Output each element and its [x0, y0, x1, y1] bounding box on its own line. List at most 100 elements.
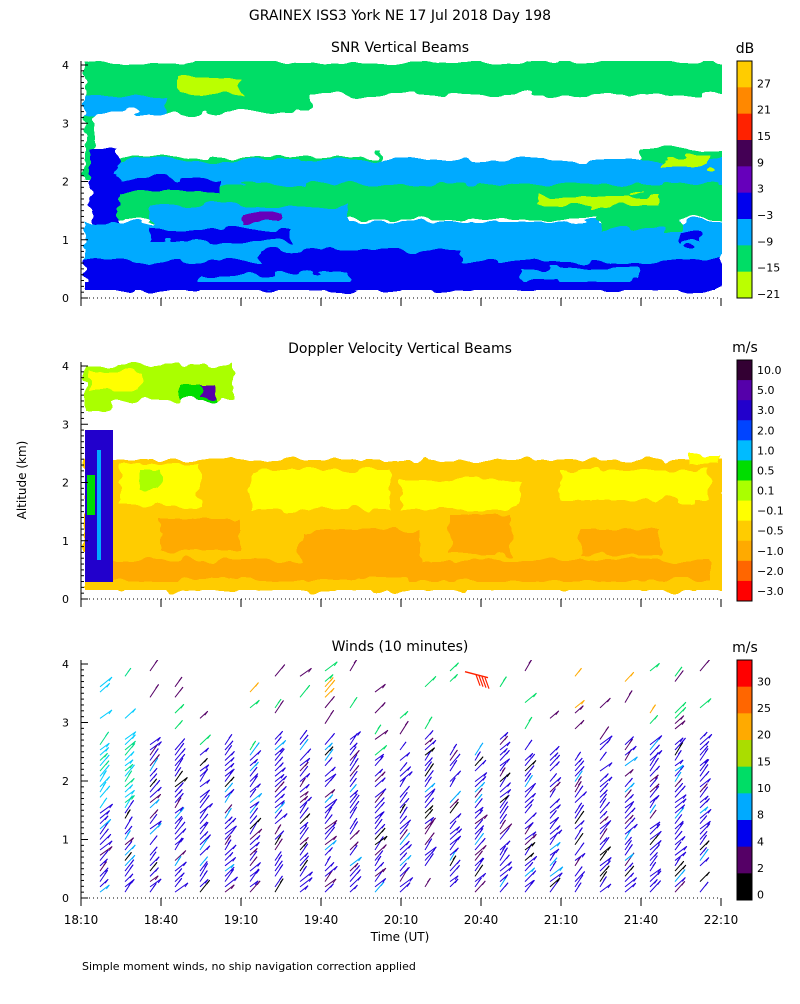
wind-barb-flag: [629, 862, 634, 868]
wind-barb-flag: [406, 785, 410, 791]
wind-barb-flag: [655, 834, 659, 839]
wind-barb-flag: [678, 830, 683, 836]
wind-barb-flag: [554, 752, 559, 757]
wind-barb: [124, 731, 137, 740]
colorbar-label: 3.0: [757, 404, 775, 417]
colorbar-swatch: [737, 113, 752, 141]
y-axis-label: Altitude (km): [15, 441, 29, 520]
wind-barb-flag: [552, 851, 556, 857]
wind-barb-flag: [504, 731, 509, 737]
wind-barb-flag: [155, 684, 160, 689]
colorbar-label: 10.0: [757, 364, 782, 377]
colorbar-swatch: [737, 580, 752, 602]
wind-barb-flag: [578, 770, 583, 776]
wind-barb-flag: [677, 750, 682, 755]
wind-barb-flag: [178, 676, 183, 682]
wind-barb-flag: [230, 788, 235, 794]
wind-barb-flag: [579, 785, 584, 791]
wind-barb-flag: [682, 794, 687, 800]
wind-barb-flag: [531, 753, 536, 759]
wind-barb: [299, 667, 312, 677]
colorbar-swatch: [737, 740, 752, 768]
wind-barb-flag: [131, 734, 136, 740]
wind-barb-flag: [279, 878, 284, 883]
wind-barb-flag: [455, 847, 459, 853]
wind-barb-flag: [184, 777, 188, 782]
wind-barb-flag: [453, 743, 458, 749]
wind-barb-flag: [532, 870, 537, 875]
wind-barb-flag: [379, 836, 384, 841]
wind-barb-flag: [353, 770, 358, 776]
wind-barb: [549, 848, 560, 856]
colorbar-swatch: [737, 380, 752, 401]
colorbar-swatch: [737, 61, 752, 88]
wind-barb-flag: [504, 847, 508, 853]
wind-barb: [374, 788, 387, 798]
wind-barb-flag: [153, 778, 158, 784]
wind-barb-flag: [128, 816, 133, 821]
wind-barb-flag: [403, 815, 408, 821]
wind-barb-flag: [402, 777, 406, 782]
wind-barb-flag: [479, 819, 484, 824]
wind-barb-flag: [103, 797, 108, 803]
wind-barb: [249, 869, 260, 877]
wind-barb-flag: [303, 802, 308, 807]
wind-barb: [224, 863, 235, 872]
wind-barb-flag: [281, 793, 285, 799]
colorbar-swatch: [737, 660, 752, 688]
wind-barb-flag: [506, 749, 510, 755]
wind-barb-flag: [480, 857, 485, 863]
wind-barb-flag: [304, 765, 309, 771]
wind-barb-flag: [329, 677, 334, 682]
colorbar-label: 21: [757, 104, 771, 117]
wind-barb-flag: [456, 826, 461, 831]
wind-barb-flag: [303, 865, 307, 871]
x-tick-label: 22:10: [704, 913, 739, 927]
wind-barb-flag: [105, 828, 109, 834]
wind-barb-flag: [329, 748, 334, 754]
wind-barb-flag: [405, 840, 410, 846]
wind-barb-flag: [504, 795, 509, 800]
wind-barb-flag: [126, 809, 131, 814]
wind-barb: [474, 872, 487, 883]
wind-barb-flag: [507, 782, 511, 787]
colorbar-label: 0: [757, 889, 764, 902]
wind-barb-flag: [479, 742, 484, 748]
wind-barb-flag: [607, 857, 612, 862]
colorbar-label: 5.0: [757, 384, 775, 397]
wind-barb: [299, 791, 309, 798]
wind-barb-flag: [507, 789, 512, 794]
wind-barb-flag: [304, 761, 309, 767]
wind-barb-flag: [330, 883, 334, 888]
wind-barb-flag: [126, 830, 131, 835]
wind-barb-flag: [654, 774, 659, 780]
footnote: Simple moment winds, no ship navigation …: [82, 960, 416, 973]
colorbar-swatch: [737, 820, 752, 848]
wind-barb-flag: [703, 815, 708, 820]
wind-barb-flag: [408, 771, 413, 776]
wind-barb-flag: [204, 856, 209, 861]
wind-barb: [674, 798, 687, 809]
wind-barb-flag: [580, 810, 585, 816]
wind-barb-flag: [230, 829, 235, 834]
wind-barb-flag: [356, 865, 360, 870]
colorbar-label: 0.1: [757, 485, 775, 498]
wind-barb-flag: [329, 794, 334, 799]
wind-barb-flag: [180, 742, 185, 748]
wind-barb-flag: [230, 776, 235, 782]
wind-barb-flag: [331, 733, 335, 738]
wind-barb-flag: [255, 761, 259, 767]
wind-barb-flag: [108, 709, 113, 715]
wind-barb-flag: [282, 767, 286, 772]
wind-barb-flag: [407, 819, 412, 825]
wind-barb-flag: [432, 676, 437, 681]
wind-barb-flag: [155, 799, 160, 804]
wind-barb-flag: [529, 774, 533, 780]
wind-barb-flag: [301, 777, 306, 783]
wind-barb-flag: [178, 868, 183, 873]
wind-barb: [599, 762, 613, 772]
colorbar-unit: m/s: [732, 340, 758, 356]
wind-barb: [249, 792, 263, 804]
wind-barb-flag: [333, 835, 337, 841]
wind-barb-flag: [104, 867, 109, 873]
